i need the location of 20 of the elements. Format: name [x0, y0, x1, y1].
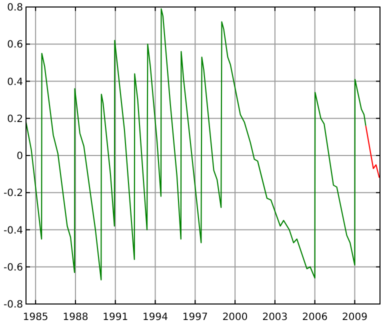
y-tick-label: 0.2 [7, 114, 23, 125]
x-tick-label: 2009 [342, 312, 368, 323]
y-tick-label: -0.4 [3, 225, 23, 236]
y-tick-label: 0 [16, 151, 23, 162]
x-tick-label: 1997 [182, 312, 208, 323]
x-tick-label: 2000 [222, 312, 248, 323]
y-tick-label: 0.6 [7, 40, 23, 51]
line-series [365, 125, 380, 178]
y-tick-label: -0.8 [3, 300, 23, 310]
x-tick-label: 2003 [262, 312, 288, 323]
x-tick-label: 1988 [62, 312, 88, 323]
x-tick-label: 1985 [22, 312, 48, 323]
x-tick-label: 2006 [302, 312, 328, 323]
y-tick-label: 0.4 [7, 76, 23, 88]
x-tick-label: 1991 [102, 312, 128, 323]
line-series [25, 8, 366, 280]
y-tick-label: -0.6 [3, 262, 23, 274]
y-tick-label: 0.8 [7, 2, 23, 14]
y-tick-label: -0.2 [3, 188, 23, 200]
x-tick-label: 1994 [142, 312, 168, 323]
